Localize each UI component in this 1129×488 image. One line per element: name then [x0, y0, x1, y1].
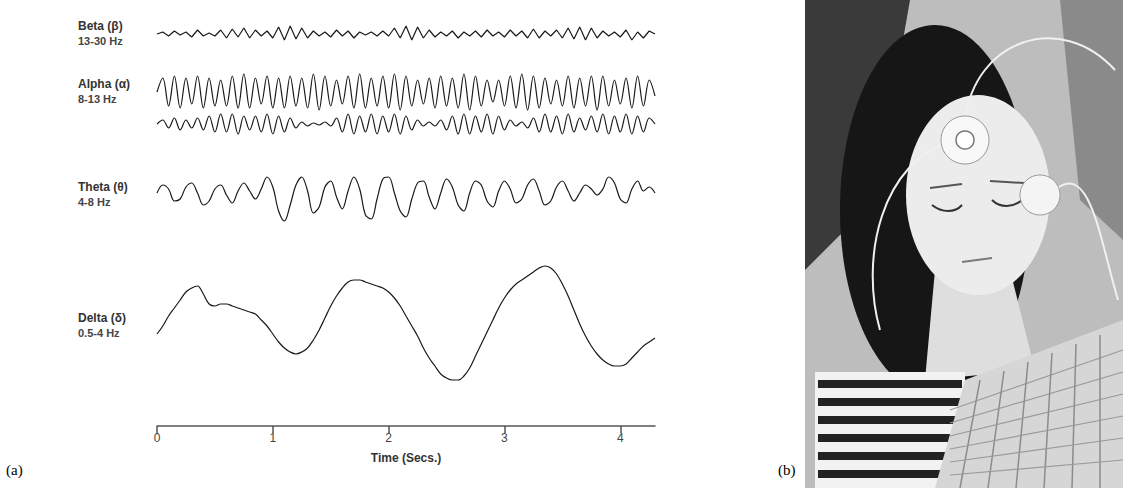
svg-text:Delta (δ): Delta (δ): [78, 311, 126, 325]
svg-text:(a): (a): [6, 462, 23, 479]
svg-text:0.5-4 Hz: 0.5-4 Hz: [78, 327, 120, 339]
svg-text:(b): (b): [778, 462, 796, 479]
svg-text:3: 3: [501, 431, 508, 445]
svg-text:0: 0: [154, 431, 161, 445]
svg-text:Alpha (α): Alpha (α): [78, 77, 130, 91]
svg-text:Theta (θ): Theta (θ): [78, 180, 128, 194]
svg-text:13-30 Hz: 13-30 Hz: [78, 35, 123, 47]
svg-text:Beta (β): Beta (β): [78, 19, 123, 33]
svg-text:4: 4: [617, 431, 624, 445]
svg-text:1: 1: [269, 431, 276, 445]
svg-text:4-8 Hz: 4-8 Hz: [78, 196, 111, 208]
svg-text:2: 2: [385, 431, 392, 445]
svg-text:Time (Secs.): Time (Secs.): [371, 451, 441, 465]
svg-text:8-13 Hz: 8-13 Hz: [78, 93, 117, 105]
